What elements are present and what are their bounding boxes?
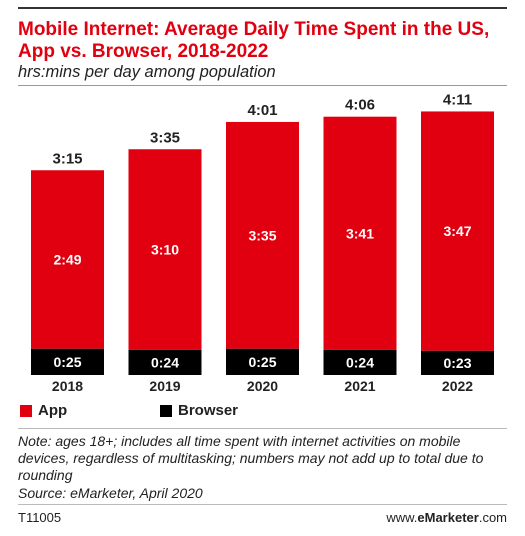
stacked-bar-chart: 2:49 0:25 3:15 2018 3:10 0:24 3:35 2019 3:35 0:25… <box>31 91 494 394</box>
data-label-app-2020: 3:35 <box>248 227 276 243</box>
data-label-app-2022: 3:47 <box>443 223 471 239</box>
legend-item-browser: Browser <box>160 402 238 419</box>
data-label-browser-2020: 0:25 <box>248 354 276 370</box>
site-link[interactable]: www.eMarketer.com <box>386 510 507 525</box>
bar-browser-2018 <box>31 348 104 375</box>
site-brand: eMarketer <box>417 510 479 525</box>
legend-label-browser: Browser <box>178 402 239 419</box>
legend-label-app: App <box>38 402 68 419</box>
chart-code: T11005 <box>18 510 62 525</box>
data-label-app-2021: 3:41 <box>346 225 374 241</box>
legend-item-app: App <box>20 402 67 419</box>
bar-app-2019 <box>128 149 202 350</box>
chart-source: Source: eMarketer, April 2020 <box>18 485 203 501</box>
legend-swatch-browser <box>160 404 172 417</box>
total-label-2021: 4:06 <box>345 97 375 114</box>
total-label-2018: 3:15 <box>52 150 82 167</box>
bar-browser-2019 <box>128 349 202 375</box>
data-label-browser-2021: 0:24 <box>346 354 374 370</box>
chart-title: Mobile Internet: Average Daily Time Spen… <box>18 19 490 62</box>
subtitle-rule <box>18 85 507 86</box>
x-tick-2019: 2019 <box>149 378 180 394</box>
bar-browser-2021 <box>323 349 397 375</box>
footer-rule <box>18 504 507 505</box>
data-label-app-2018: 2:49 <box>53 252 81 268</box>
site-suffix: .com <box>478 510 507 525</box>
x-tick-2020: 2020 <box>247 378 278 394</box>
data-label-browser-2019: 0:24 <box>151 354 179 370</box>
x-tick-2022: 2022 <box>442 378 473 394</box>
x-tick-2021: 2021 <box>344 378 375 394</box>
bar-app-2020 <box>226 121 299 349</box>
site-prefix: www. <box>386 510 418 525</box>
chart-note: Note: ages 18+; includes all time spent … <box>18 433 484 483</box>
total-label-2020: 4:01 <box>247 102 277 119</box>
data-label-app-2019: 3:10 <box>151 242 179 258</box>
data-label-browser-2022: 0:23 <box>443 355 471 371</box>
legend-rule <box>18 428 507 429</box>
bar-app-2018 <box>31 170 104 349</box>
bar-browser-2022 <box>421 350 494 375</box>
top-rule <box>18 7 507 9</box>
bar-browser-2020 <box>226 348 299 375</box>
data-label-browser-2018: 0:25 <box>53 354 81 370</box>
total-label-2019: 3:35 <box>150 129 180 146</box>
chart-subtitle: hrs:mins per day among population <box>18 63 276 81</box>
legend-swatch-app <box>20 404 32 417</box>
total-label-2022: 4:11 <box>443 91 472 108</box>
x-tick-2018: 2018 <box>52 378 83 394</box>
bar-app-2021 <box>323 116 397 350</box>
bar-app-2022 <box>421 111 494 351</box>
